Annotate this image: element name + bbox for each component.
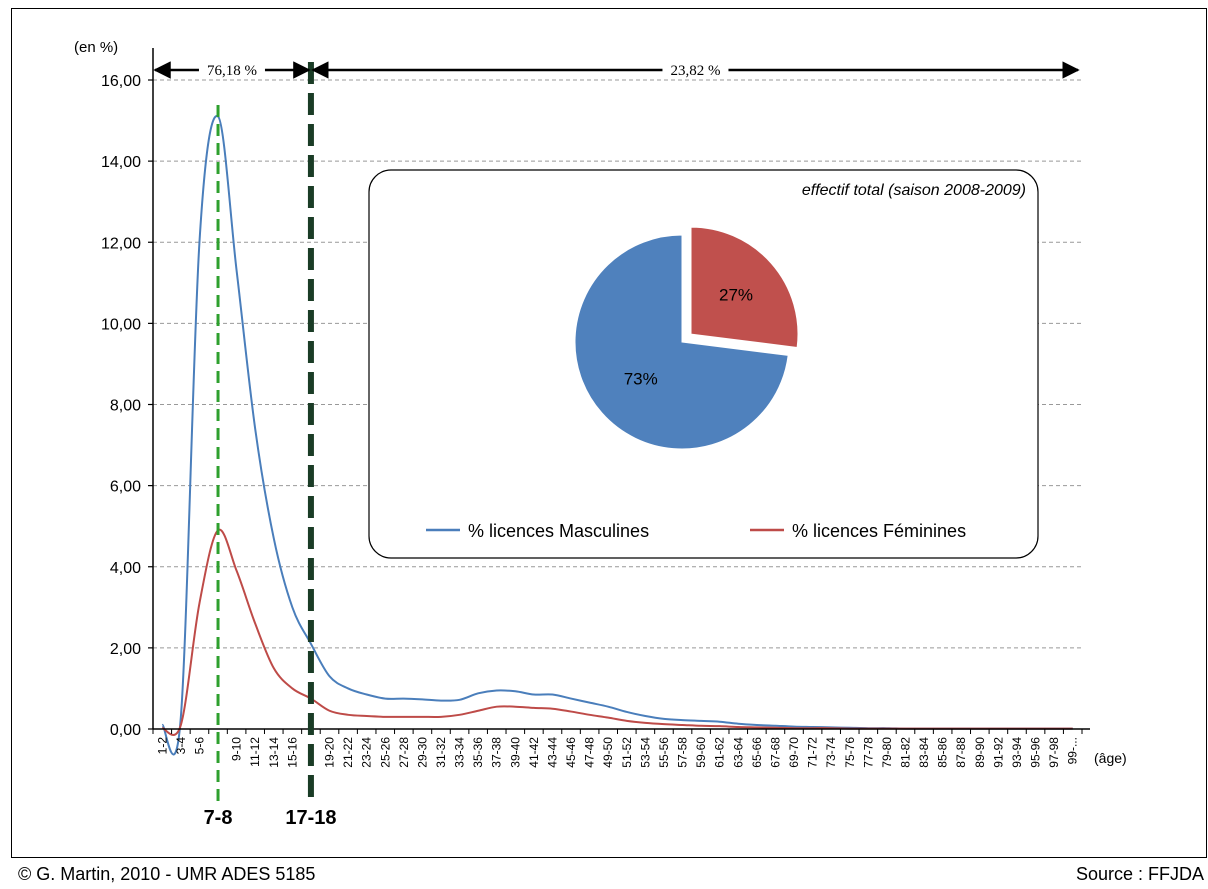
x-tick-label: 21-22 [341, 737, 355, 768]
x-tick-label: 43-44 [545, 737, 559, 768]
legend: % licences Masculines % licences Féminine… [426, 521, 966, 541]
x-tick-label: 97-98 [1047, 737, 1061, 768]
y-axis-label: (en %) [74, 39, 118, 56]
x-tick-label: 49-50 [601, 737, 615, 768]
y-tick-label: 8,00 [110, 398, 141, 415]
x-tick-label: 29-30 [415, 737, 429, 768]
x-tick-label: 27-28 [397, 737, 411, 768]
x-tick-label: 59-60 [694, 737, 708, 768]
x-tick-label: 31-32 [434, 737, 448, 768]
x-tick-label: 73-74 [824, 737, 838, 768]
x-tick-label: 3-4 [174, 737, 188, 755]
pie-inset: effectif total (saison 2008-2009) 27% 73%… [368, 169, 1039, 559]
x-tick-label: 33-34 [453, 737, 467, 768]
y-tick-label: 10,00 [101, 316, 141, 333]
inset-title: effectif total (saison 2008-2009) [802, 182, 1026, 199]
x-tick-label: 83-84 [917, 737, 931, 768]
y-tick-label: 14,00 [101, 154, 141, 171]
x-tick-label: 91-92 [991, 737, 1005, 768]
x-tick-label: 41-42 [527, 737, 541, 768]
y-tick-label: 4,00 [110, 560, 141, 577]
x-tick-label: 23-24 [360, 737, 374, 768]
range-arrows: 76,18 % 23,82 % [153, 61, 1080, 79]
x-tick-label: 25-26 [378, 737, 392, 768]
x-tick-label: 47-48 [583, 737, 597, 768]
x-tick-label: 87-88 [954, 737, 968, 768]
pie-slice-masculines [574, 234, 789, 450]
x-tick-label: 75-76 [843, 737, 857, 768]
legend-label: % licences Féminines [792, 521, 966, 541]
y-tick-label: 0,00 [110, 722, 141, 739]
x-tick-label: 99-... [1066, 737, 1080, 764]
x-tick-label: 71-72 [806, 737, 820, 768]
x-axis-label: (âge) [1094, 750, 1127, 766]
series-line [161, 528, 1073, 736]
x-tick-label: 69-70 [787, 737, 801, 768]
x-tick-label: 65-66 [750, 737, 764, 768]
source-text: Source : FFJDA [1075, 864, 1204, 884]
x-tick-label: 19-20 [323, 737, 337, 768]
pie-label: 27% [719, 285, 753, 304]
y-tick-label: 6,00 [110, 479, 141, 496]
legend-label: % licences Masculines [468, 521, 649, 541]
figure-frame [11, 8, 1207, 858]
x-tick-label: 53-54 [638, 737, 652, 768]
x-tick-label: 61-62 [713, 737, 727, 768]
x-tick-label: 67-68 [768, 737, 782, 768]
x-tick-labels: 1-2 3-4 5-6 9-10 11-12 13-14 15-16 19-20 21-22 23… [155, 737, 1079, 768]
x-tick-label: 77-78 [861, 737, 875, 768]
x-tick-label: 85-86 [936, 737, 950, 768]
x-tick-label: 35-36 [471, 737, 485, 768]
credit-text: © G. Martin, 2010 - UMR ADES 5185 [18, 864, 316, 884]
x-tick-label: 81-82 [898, 737, 912, 768]
y-tick-labels: 0,00 2,00 4,00 6,00 8,00 10,00 12,00 14,00 16,00 [101, 73, 141, 739]
y-tick-label: 16,00 [101, 73, 141, 90]
x-tick-label: 95-96 [1029, 737, 1043, 768]
x-tick-label: 37-38 [490, 737, 504, 768]
x-tick-label: 15-16 [285, 737, 299, 768]
x-tick-label: 1-2 [155, 737, 169, 755]
x-tick-label: 9-10 [230, 737, 244, 761]
y-tick-label: 12,00 [101, 235, 141, 252]
marker-label: 17-18 [285, 807, 336, 829]
x-tick-label: 55-56 [657, 737, 671, 768]
x-tick-label: 63-64 [731, 737, 745, 768]
x-tick-label: 5-6 [192, 737, 206, 755]
x-tick-label: 57-58 [676, 737, 690, 768]
pie-label: 73% [624, 369, 658, 388]
x-tick-label: 51-52 [620, 737, 634, 768]
range-label: 76,18 % [207, 63, 257, 79]
pie-chart: 27% 73% [574, 226, 799, 450]
x-tick-label: 45-46 [564, 737, 578, 768]
range-label: 23,82 % [670, 63, 720, 79]
y-tick-label: 2,00 [110, 641, 141, 658]
x-tick-label: 11-12 [248, 737, 262, 767]
x-tick-label: 93-94 [1010, 737, 1024, 768]
marker-label: 7-8 [204, 807, 233, 829]
x-tick-label: 79-80 [880, 737, 894, 768]
x-tick-label: 89-90 [973, 737, 987, 768]
pie-slice-feminines [690, 226, 799, 349]
x-tick-label: 39-40 [508, 737, 522, 768]
x-tick-label: 13-14 [267, 737, 281, 768]
age-markers: 7-8 17-18 [204, 62, 337, 829]
